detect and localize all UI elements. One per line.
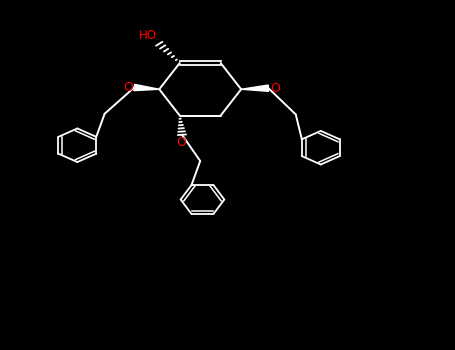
Polygon shape [241,85,268,91]
Text: O: O [176,136,186,149]
Polygon shape [134,84,159,91]
Text: O: O [123,81,133,94]
Text: HO: HO [139,29,157,42]
Text: O: O [270,82,280,95]
